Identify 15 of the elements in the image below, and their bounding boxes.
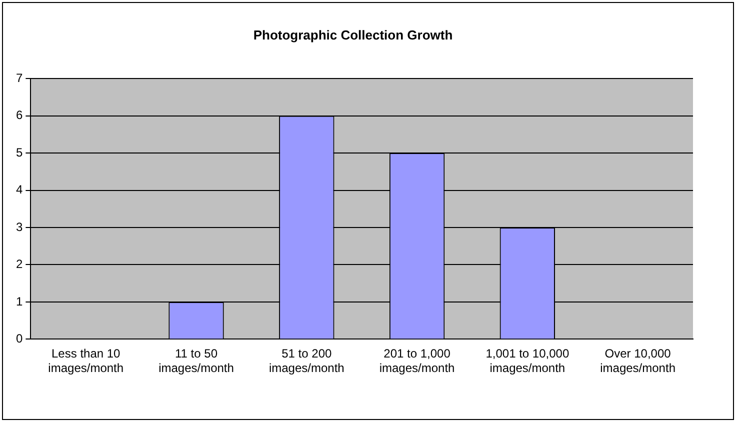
y-tick-label: 4 — [16, 182, 23, 197]
chart-title: Photographic Collection Growth — [253, 27, 453, 42]
y-tick-label: 6 — [16, 108, 23, 122]
x-tick-label: 51 to 200 images/month — [268, 346, 344, 376]
y-tick-label: 5 — [16, 145, 23, 160]
x-tick-label: 201 to 1,000 images/month — [379, 346, 455, 376]
x-tick-label: Less than 10 images/month — [48, 346, 124, 376]
x-tick-label: 1,001 to 10,000 images/month — [486, 346, 570, 376]
y-tick-label: 3 — [16, 220, 23, 234]
x-tick-label: Over 10,000 images/month — [600, 346, 676, 376]
x-tick-label: 11 to 50 images/month — [158, 346, 234, 376]
y-tick-label: 0 — [16, 332, 23, 346]
y-tick-label: 2 — [16, 257, 23, 272]
y-tick-label: 7 — [16, 70, 23, 85]
y-tick-label: 1 — [16, 294, 23, 308]
